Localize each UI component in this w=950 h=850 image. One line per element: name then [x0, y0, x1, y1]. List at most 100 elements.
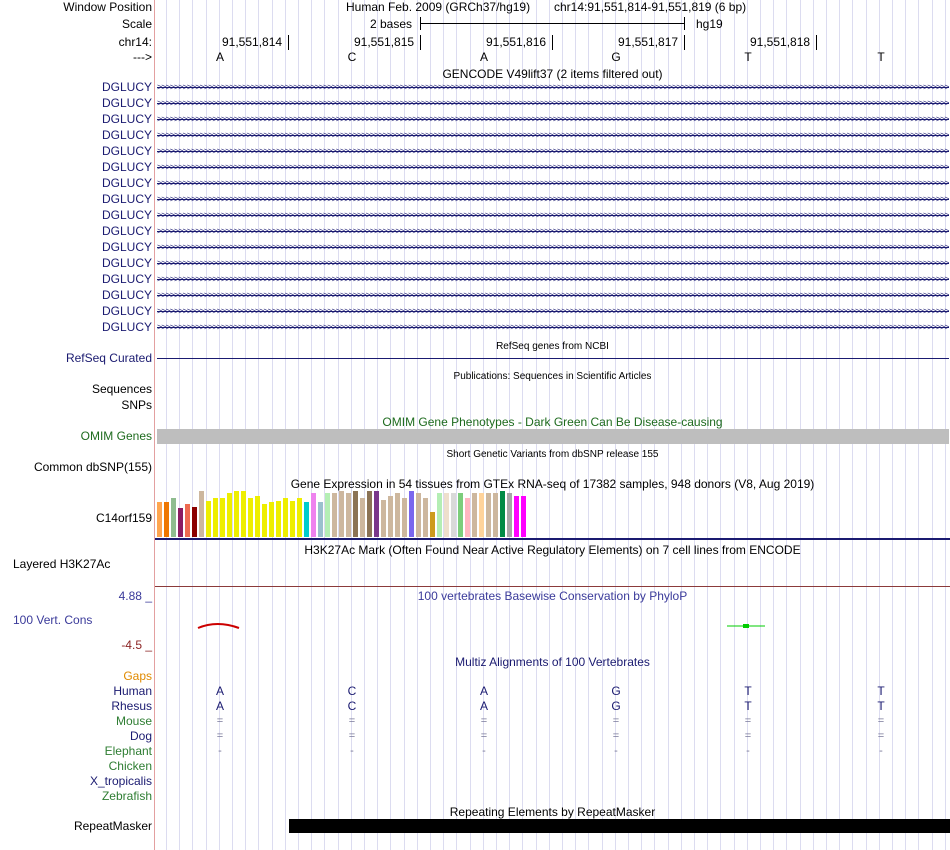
gencode-transcript-line[interactable]	[157, 119, 949, 120]
gtex-tissue-bar[interactable]	[290, 501, 295, 537]
gtex-tissue-bar[interactable]	[185, 504, 190, 537]
gencode-transcript-line[interactable]	[157, 327, 949, 328]
gtex-tissue-bar[interactable]	[199, 491, 204, 537]
phylop-track-label[interactable]: 100 Vert. Cons	[13, 613, 93, 627]
gtex-tissue-bar[interactable]	[213, 498, 218, 537]
gencode-transcript-label[interactable]: DGLUCY	[101, 240, 152, 254]
gencode-transcript-label[interactable]: DGLUCY	[101, 80, 152, 94]
gtex-gene-label[interactable]: C14orf159	[95, 511, 152, 525]
gtex-tissue-bar[interactable]	[521, 496, 526, 537]
gtex-tissue-bar[interactable]	[493, 493, 498, 537]
gencode-transcript-line[interactable]	[157, 215, 949, 216]
gencode-transcript-line[interactable]	[157, 135, 949, 136]
gtex-tissue-bar[interactable]	[402, 498, 407, 537]
gencode-transcript-label[interactable]: DGLUCY	[101, 256, 152, 270]
gencode-transcript-line[interactable]	[157, 87, 949, 88]
gtex-tissue-bar[interactable]	[227, 493, 232, 537]
species-label[interactable]: Dog	[129, 729, 152, 743]
gencode-transcript-line[interactable]	[157, 295, 949, 296]
gencode-transcript-label[interactable]: DGLUCY	[101, 144, 152, 158]
gtex-tissue-bar[interactable]	[234, 491, 239, 537]
species-label[interactable]: Mouse	[115, 714, 152, 728]
gencode-transcript-label[interactable]: DGLUCY	[101, 160, 152, 174]
gtex-tissue-bar[interactable]	[395, 493, 400, 537]
gencode-transcript-line[interactable]	[157, 231, 949, 232]
gtex-tissue-bar[interactable]	[297, 498, 302, 537]
gtex-tissue-bar[interactable]	[283, 498, 288, 537]
gtex-tissue-bar[interactable]	[346, 493, 351, 537]
gaps-label[interactable]: Gaps	[123, 669, 152, 683]
gencode-transcript-label[interactable]: DGLUCY	[101, 128, 152, 142]
gtex-tissue-bar[interactable]	[311, 493, 316, 537]
gencode-transcript-label[interactable]: DGLUCY	[101, 224, 152, 238]
gencode-transcript-label[interactable]: DGLUCY	[101, 96, 152, 110]
gtex-tissue-bar[interactable]	[500, 491, 505, 537]
refseq-gene-line[interactable]	[157, 358, 949, 359]
species-label[interactable]: X_tropicalis	[89, 774, 152, 788]
gtex-tissue-bar[interactable]	[416, 493, 421, 537]
gtex-tissue-bar[interactable]	[360, 498, 365, 537]
gencode-transcript-label[interactable]: DGLUCY	[101, 320, 152, 334]
species-label[interactable]: Human	[113, 684, 152, 698]
gtex-tissue-bar[interactable]	[367, 491, 372, 537]
gtex-tissue-bar[interactable]	[325, 493, 330, 537]
gtex-tissue-bar[interactable]	[339, 491, 344, 537]
gtex-tissue-bar[interactable]	[409, 491, 414, 537]
omim-track-label[interactable]: OMIM Genes	[80, 429, 152, 443]
gtex-tissue-bar[interactable]	[241, 491, 246, 537]
gtex-tissue-bar[interactable]	[430, 512, 435, 537]
gtex-tissue-bar[interactable]	[437, 493, 442, 537]
gtex-tissue-bar[interactable]	[248, 498, 253, 537]
gtex-tissue-bar[interactable]	[318, 502, 323, 537]
gtex-tissue-bar[interactable]	[486, 493, 491, 537]
gencode-transcript-label[interactable]: DGLUCY	[101, 192, 152, 206]
omim-feature-bar[interactable]	[157, 429, 949, 444]
gencode-transcript-line[interactable]	[157, 151, 949, 152]
pubs-track-label[interactable]: Sequences	[91, 382, 152, 396]
rmsk-repeat-bar[interactable]	[289, 819, 950, 833]
gtex-tissue-bar[interactable]	[381, 500, 386, 537]
gtex-tissue-bar[interactable]	[472, 493, 477, 537]
gtex-tissue-bar[interactable]	[262, 504, 267, 537]
gtex-tissue-bar[interactable]	[276, 501, 281, 537]
gtex-bar-chart[interactable]	[157, 491, 537, 537]
h3k27ac-track-label[interactable]: Layered H3K27Ac	[13, 557, 111, 571]
gtex-tissue-bar[interactable]	[444, 493, 449, 537]
gtex-tissue-bar[interactable]	[255, 496, 260, 537]
gencode-transcript-label[interactable]: DGLUCY	[101, 288, 152, 302]
gtex-tissue-bar[interactable]	[178, 508, 183, 537]
gtex-tissue-bar[interactable]	[269, 502, 274, 537]
snps-label[interactable]: SNPs	[121, 398, 152, 412]
gtex-tissue-bar[interactable]	[458, 493, 463, 537]
species-label[interactable]: Rhesus	[111, 699, 152, 713]
gtex-tissue-bar[interactable]	[374, 491, 379, 537]
gencode-transcript-label[interactable]: DGLUCY	[101, 176, 152, 190]
rmsk-track-label[interactable]: RepeatMasker	[73, 819, 152, 833]
gtex-tissue-bar[interactable]	[304, 502, 309, 537]
gencode-transcript-line[interactable]	[157, 183, 949, 184]
gencode-transcript-line[interactable]	[157, 167, 949, 168]
species-label[interactable]: Chicken	[108, 759, 152, 773]
gencode-transcript-label[interactable]: DGLUCY	[101, 272, 152, 286]
gtex-tissue-bar[interactable]	[192, 507, 197, 537]
gencode-transcript-line[interactable]	[157, 263, 949, 264]
gtex-tissue-bar[interactable]	[206, 501, 211, 537]
gencode-transcript-line[interactable]	[157, 311, 949, 312]
gtex-tissue-bar[interactable]	[220, 498, 225, 537]
gtex-tissue-bar[interactable]	[451, 493, 456, 537]
gencode-transcript-line[interactable]	[157, 103, 949, 104]
gtex-tissue-bar[interactable]	[353, 491, 358, 537]
gtex-tissue-bar[interactable]	[164, 502, 169, 537]
gtex-tissue-bar[interactable]	[157, 502, 162, 537]
gencode-transcript-line[interactable]	[157, 247, 949, 248]
dbsnp-track-label[interactable]: Common dbSNP(155)	[33, 460, 152, 474]
gtex-tissue-bar[interactable]	[514, 496, 519, 537]
species-label[interactable]: Zebrafish	[101, 789, 152, 803]
gtex-tissue-bar[interactable]	[388, 496, 393, 537]
gencode-transcript-line[interactable]	[157, 279, 949, 280]
gtex-tissue-bar[interactable]	[507, 493, 512, 537]
species-label[interactable]: Elephant	[104, 744, 152, 758]
gtex-tissue-bar[interactable]	[465, 498, 470, 537]
refseq-track-label[interactable]: RefSeq Curated	[65, 351, 152, 365]
gencode-transcript-line[interactable]	[157, 199, 949, 200]
